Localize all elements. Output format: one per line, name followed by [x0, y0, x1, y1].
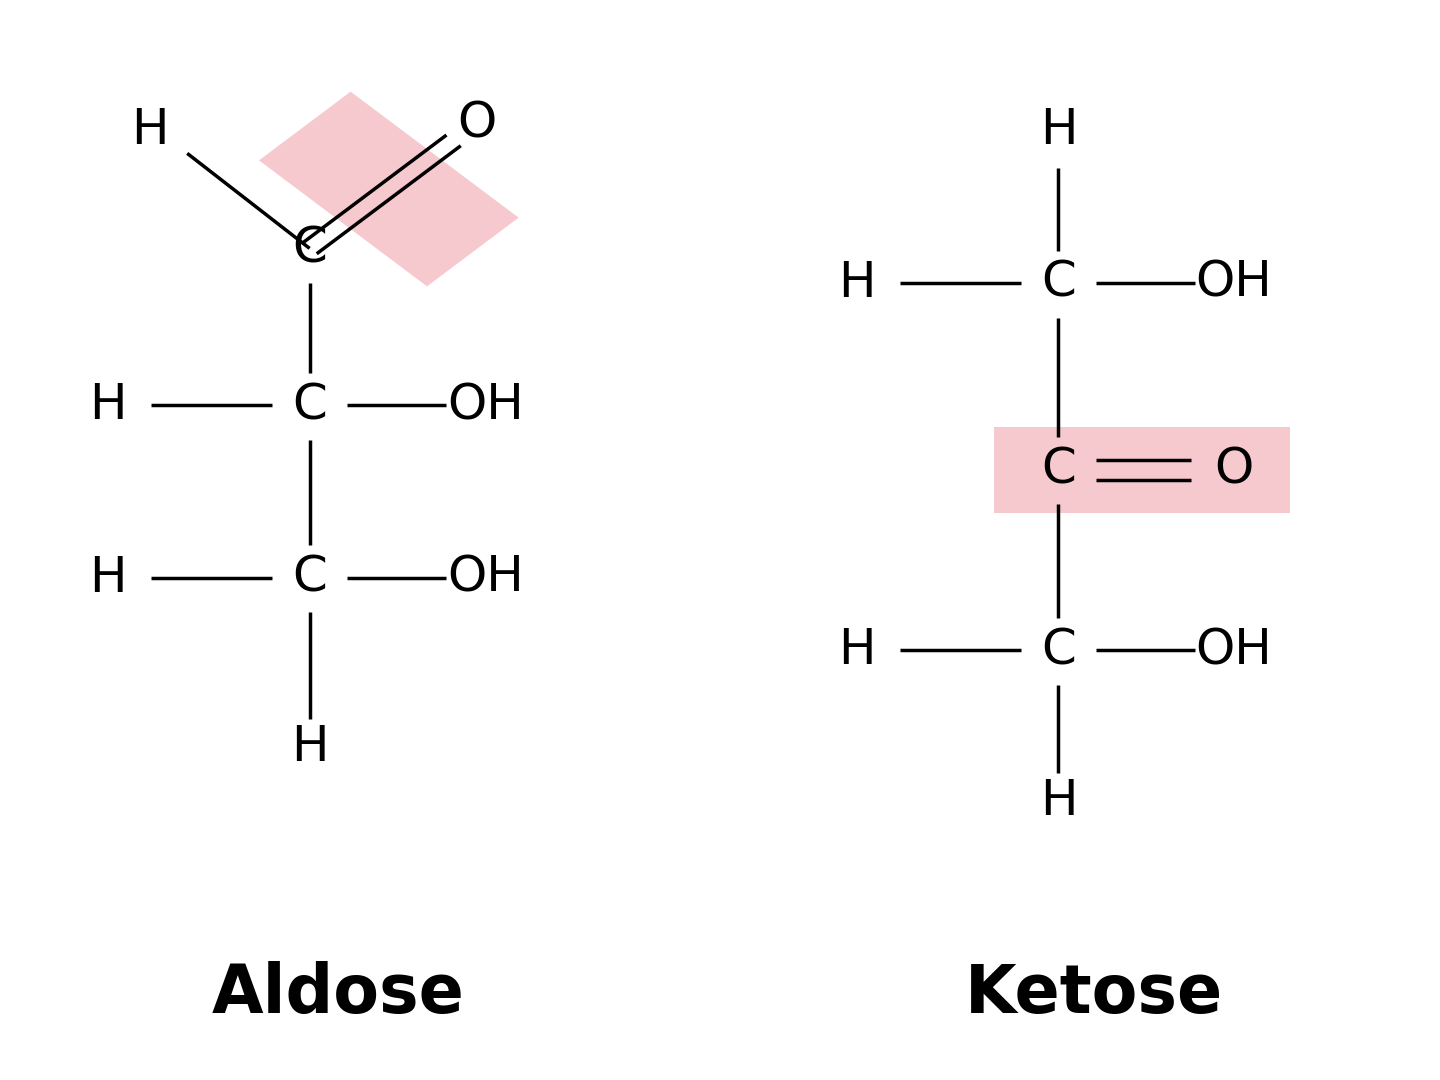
- Text: O: O: [456, 99, 497, 147]
- Text: H: H: [89, 381, 127, 429]
- Text: H: H: [1040, 778, 1077, 825]
- Text: C: C: [292, 225, 327, 272]
- Text: H: H: [838, 259, 876, 307]
- Text: C: C: [1041, 259, 1076, 307]
- Text: H: H: [1040, 106, 1077, 153]
- Text: C: C: [1041, 626, 1076, 674]
- Text: OH: OH: [1195, 626, 1273, 674]
- Text: OH: OH: [446, 381, 524, 429]
- Text: H: H: [131, 106, 168, 153]
- Polygon shape: [995, 427, 1290, 513]
- Text: H: H: [291, 724, 328, 771]
- Text: C: C: [292, 381, 327, 429]
- Text: H: H: [89, 554, 127, 602]
- Text: C: C: [292, 554, 327, 602]
- Text: O: O: [1214, 446, 1254, 494]
- Polygon shape: [259, 92, 518, 286]
- Text: OH: OH: [1195, 259, 1273, 307]
- Text: Aldose: Aldose: [212, 960, 465, 1027]
- Text: H: H: [838, 626, 876, 674]
- Text: Ketose: Ketose: [965, 960, 1224, 1027]
- Text: OH: OH: [446, 554, 524, 602]
- Text: C: C: [1041, 446, 1076, 494]
